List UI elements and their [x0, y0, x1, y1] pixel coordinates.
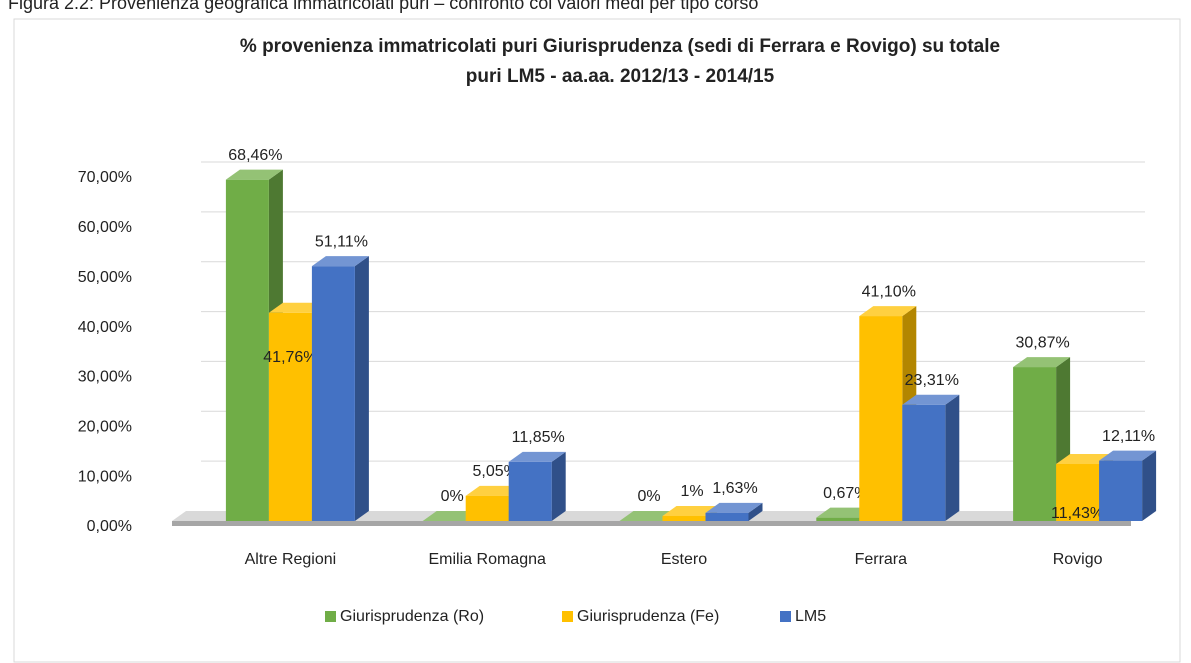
bar — [1099, 460, 1143, 521]
data-label: 5,05% — [473, 463, 518, 480]
bar-top — [662, 506, 720, 517]
bar-top — [508, 451, 566, 462]
data-label: 11,43% — [1051, 505, 1104, 522]
bar — [902, 404, 946, 521]
data-label: 11,85% — [512, 429, 565, 446]
bar — [1056, 464, 1100, 521]
bar-side — [748, 502, 763, 521]
bar — [225, 179, 269, 522]
x-tick-label: Altre Regioni — [245, 551, 337, 568]
x-tick-label: Estero — [661, 551, 707, 568]
bar-top — [619, 511, 677, 521]
bar-top — [902, 394, 960, 405]
data-label: 30,87% — [1015, 334, 1069, 351]
bar-top — [705, 502, 763, 513]
bar-top — [465, 485, 523, 496]
floor-edge — [172, 521, 1131, 526]
caption: Figura 2.2: Provenienza geografica immat… — [8, 0, 758, 13]
bar — [311, 266, 355, 521]
legend-swatch — [325, 611, 336, 622]
data-label: 23,31% — [905, 372, 959, 389]
bar — [662, 516, 706, 521]
y-tick-label: 20,00% — [78, 419, 132, 436]
bar-top — [225, 169, 283, 180]
bar-top — [1056, 454, 1114, 465]
bar-side — [1142, 450, 1157, 521]
data-label: 0% — [441, 488, 464, 505]
y-tick-label: 0,00% — [87, 518, 132, 535]
data-label: 41,76% — [263, 349, 317, 366]
legend-label: Giurisprudenza (Ro) — [340, 608, 484, 625]
bar — [705, 512, 749, 521]
y-tick-label: 70,00% — [78, 169, 132, 186]
data-label: 0,67% — [823, 485, 868, 502]
bar-side — [551, 451, 566, 521]
bar-side — [945, 394, 960, 521]
bar — [268, 312, 312, 521]
bar — [465, 495, 509, 521]
bar-top — [422, 511, 480, 521]
y-tick-label: 10,00% — [78, 468, 132, 485]
bar-top — [1013, 357, 1071, 368]
chart-title: puri LM5 - aa.aa. 2012/13 - 2014/15 — [466, 66, 775, 87]
x-tick-label: Ferrara — [855, 551, 908, 568]
bar-top — [1099, 450, 1157, 461]
legend-swatch — [562, 611, 573, 622]
data-label: 51,11% — [315, 233, 368, 250]
y-tick-label: 60,00% — [78, 219, 132, 236]
bar-top — [816, 507, 874, 518]
bar — [859, 316, 903, 521]
y-tick-label: 50,00% — [78, 269, 132, 286]
bar-top — [311, 256, 369, 267]
legend-swatch — [780, 611, 791, 622]
legend-label: LM5 — [795, 608, 826, 625]
x-tick-label: Emilia Romagna — [429, 551, 546, 568]
data-label: 68,46% — [228, 147, 282, 164]
chart-title: % provenienza immatricolati puri Giurisp… — [240, 36, 1000, 57]
bar-top — [859, 306, 917, 317]
y-tick-label: 40,00% — [78, 319, 132, 336]
chart-frame — [13, 18, 1181, 663]
bar — [816, 517, 860, 521]
data-label: 1,63% — [712, 480, 757, 497]
y-tick-label: 30,00% — [78, 369, 132, 386]
data-label: 1% — [680, 483, 703, 500]
data-label: 0% — [637, 488, 660, 505]
bar — [1013, 367, 1057, 521]
bar — [508, 461, 552, 521]
bar-side — [354, 256, 369, 521]
data-label: 12,11% — [1102, 428, 1155, 445]
x-tick-label: Rovigo — [1053, 551, 1103, 568]
data-label: 41,10% — [862, 283, 916, 300]
legend-label: Giurisprudenza (Fe) — [577, 608, 719, 625]
bar-top — [268, 302, 326, 313]
